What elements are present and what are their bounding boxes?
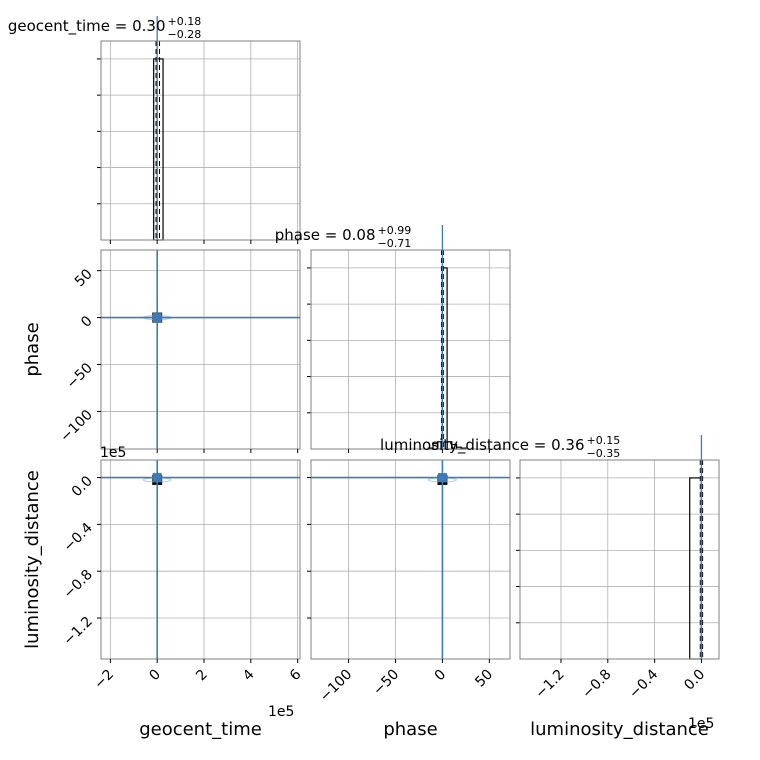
- y-tick-label: 50: [72, 266, 96, 290]
- panel-title: luminosity_distance = 0.36 +0.15−0.35: [380, 434, 620, 460]
- y-tick-label: −0.4: [60, 520, 95, 555]
- panel-frame: [310, 459, 511, 660]
- panel-frame: [100, 249, 301, 450]
- x-axis-label-geocent_time: geocent_time: [139, 719, 262, 740]
- x-tick-label: 2: [193, 667, 211, 685]
- x-tick-label: −0.4: [626, 666, 661, 701]
- x-tick-label: 6: [287, 666, 305, 684]
- x-tick-label: 4: [240, 666, 258, 684]
- title-superscript: +0.18: [168, 15, 202, 28]
- x-offset-text-distance: 1e5: [688, 716, 714, 732]
- panel-phase-vs-luminosity_distance: −100 −50 0 50: [307, 459, 511, 706]
- x-tick-label: −2: [91, 667, 117, 693]
- y-tick-label: −50: [64, 360, 96, 392]
- y-tick-label: −0.8: [60, 567, 95, 602]
- panel-frame: [100, 459, 301, 660]
- truth-marker: [437, 473, 447, 483]
- y-axis-label-phase: phase: [22, 322, 43, 376]
- x-tick-label: −50: [370, 667, 402, 699]
- y-tick-label: 0: [78, 313, 96, 331]
- title-subscript: −0.28: [168, 28, 202, 41]
- panel-frame: [100, 40, 301, 241]
- x-tick-label: 50: [472, 667, 496, 691]
- x-offset-text-geocent: 1e5: [268, 704, 294, 720]
- title-subscript: −0.71: [378, 237, 412, 250]
- title-superscript: +0.99: [378, 224, 412, 237]
- panel-title: geocent_time = 0.30 +0.18−0.28: [8, 15, 201, 41]
- x-tick-label: −100: [317, 667, 356, 706]
- x-tick-label: −0.8: [579, 667, 614, 702]
- y-axis-label-luminosity_distance: luminosity_distance: [22, 470, 43, 649]
- panel-frame: [310, 249, 511, 450]
- truth-marker: [152, 473, 162, 483]
- histogram-bar: [153, 58, 164, 241]
- x-tick-label: 0: [146, 667, 164, 685]
- panel-phase-vs-phase: phase = 0.08 +0.99−0.71: [275, 224, 511, 453]
- x-tick-label: 0.0: [681, 667, 708, 694]
- panel-geocent_time-vs-geocent_time: geocent_time = 0.30 +0.18−0.28: [8, 15, 301, 244]
- x-axis-label-phase: phase: [383, 719, 437, 740]
- panel-frame: [519, 459, 720, 660]
- title-main: luminosity_distance = 0.36: [380, 436, 584, 455]
- title-main: phase = 0.08: [275, 226, 376, 244]
- y-tick-label: 0.0: [69, 473, 96, 500]
- title-main: geocent_time = 0.30: [8, 17, 166, 36]
- truth-marker: [152, 313, 162, 323]
- panel-geocent_time-vs-luminosity_distance: −2 0 2 4 6 −1.2 −0.8 −0.4 0.0: [60, 459, 305, 693]
- x-tick-label: −1.2: [532, 667, 567, 702]
- panel-title: phase = 0.08 +0.99−0.71: [275, 224, 412, 250]
- x-tick-label: 0: [432, 667, 450, 685]
- panel-geocent_time-vs-phase: −100 −50 0 50: [57, 249, 301, 453]
- y-tick-label: −100: [57, 407, 96, 446]
- panel-luminosity_distance-vs-luminosity_distance: luminosity_distance = 0.36 +0.15−0.35 −1.2…: [380, 434, 720, 702]
- title-subscript: −0.35: [587, 447, 621, 460]
- histogram-bar: [689, 477, 703, 660]
- title-superscript: +0.15: [587, 434, 621, 447]
- y-tick-label: −1.2: [60, 614, 95, 649]
- x-axis-label-luminosity_distance: luminosity_distance: [530, 719, 709, 740]
- y-offset-text: 1e5: [100, 445, 126, 461]
